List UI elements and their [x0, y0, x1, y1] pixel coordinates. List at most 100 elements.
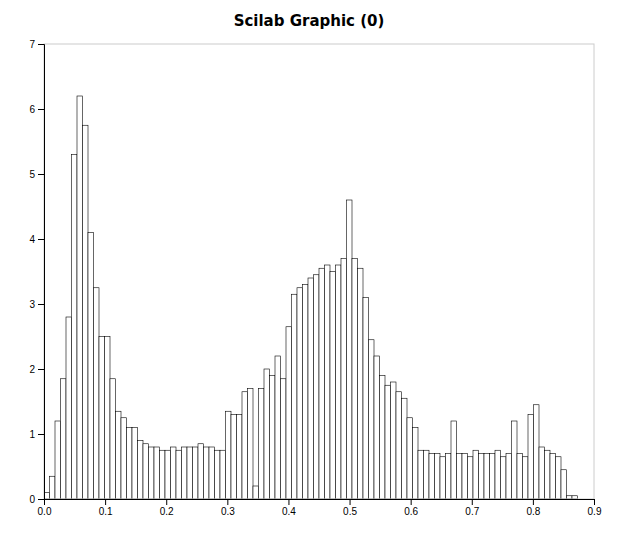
bar — [495, 450, 501, 499]
bar — [176, 450, 182, 499]
bar — [556, 457, 562, 499]
x-tick-label: 0.3 — [221, 506, 235, 517]
bar — [385, 385, 391, 499]
x-tick-mark — [594, 499, 595, 505]
x-axis: 0.00.10.20.30.40.50.60.70.80.9 — [38, 499, 602, 517]
bar — [259, 389, 265, 500]
y-tick-label: 5 — [29, 169, 35, 180]
bar — [105, 337, 111, 500]
bar — [330, 272, 336, 500]
bar — [231, 415, 237, 500]
bar — [341, 259, 347, 500]
bar — [440, 457, 446, 499]
bar — [319, 268, 325, 499]
bar — [99, 337, 105, 500]
bar — [253, 486, 259, 499]
x-tick-mark — [227, 499, 228, 505]
y-tick-mark — [38, 434, 44, 435]
bar — [220, 450, 226, 499]
bar — [297, 288, 303, 499]
y-tick-label: 3 — [29, 299, 35, 310]
bar — [242, 392, 248, 499]
y-axis-line — [38, 45, 45, 500]
x-tick-mark — [472, 499, 473, 505]
x-tick: 0.1 — [99, 499, 113, 517]
bar — [501, 457, 507, 499]
bar — [187, 447, 193, 499]
x-tick-mark — [411, 499, 412, 505]
bar — [50, 476, 56, 499]
bar — [193, 447, 199, 499]
bar — [451, 421, 457, 499]
bar — [237, 415, 243, 500]
bar — [66, 317, 72, 499]
bar — [539, 447, 545, 499]
y-tick: 1 — [29, 429, 44, 440]
x-tick: 0.8 — [526, 499, 540, 517]
bar — [352, 259, 358, 500]
bar — [160, 450, 166, 499]
y-tick-label: 7 — [29, 39, 35, 50]
bar — [358, 268, 364, 499]
bar — [308, 278, 314, 499]
bar — [55, 421, 61, 499]
y-tick: 4 — [29, 234, 44, 245]
bar — [380, 376, 386, 500]
bar — [88, 233, 94, 500]
y-tick-mark — [38, 109, 44, 110]
bar — [292, 294, 298, 499]
chart: 0.00.10.20.30.40.50.60.70.80.901234567Sc… — [0, 0, 618, 535]
x-tick: 0.0 — [38, 499, 52, 517]
bar — [215, 450, 221, 499]
y-tick-mark — [38, 239, 44, 240]
x-tick: 0.3 — [221, 499, 235, 517]
bar — [209, 447, 215, 499]
bar — [391, 382, 397, 499]
bar — [165, 450, 171, 499]
bar — [413, 428, 419, 500]
title: Scilab Graphic (0) — [234, 12, 385, 30]
bar — [512, 421, 518, 499]
bar — [418, 450, 424, 499]
bar — [77, 96, 83, 499]
bar — [270, 376, 276, 500]
bar — [149, 447, 155, 499]
x-tick-mark — [350, 499, 351, 505]
x-tick: 0.2 — [160, 499, 174, 517]
y-tick-label: 6 — [29, 104, 35, 115]
bar — [303, 285, 309, 500]
bar — [132, 428, 138, 500]
x-tick-label: 0.6 — [404, 506, 418, 517]
x-tick: 0.6 — [404, 499, 418, 517]
bar — [473, 450, 479, 499]
bar — [275, 356, 281, 499]
bar — [479, 454, 485, 500]
bar — [407, 418, 413, 499]
y-tick-mark — [38, 304, 44, 305]
bars — [44, 96, 578, 499]
x-tick: 0.9 — [588, 499, 602, 517]
bar — [528, 415, 534, 500]
bar — [138, 441, 144, 500]
bar — [396, 392, 402, 499]
bar — [534, 405, 540, 499]
bar — [484, 454, 490, 500]
x-tick-label: 0.7 — [465, 506, 479, 517]
x-axis-line — [45, 500, 595, 506]
bar — [402, 398, 408, 499]
y-tick-mark — [38, 499, 44, 500]
y-tick-label: 4 — [29, 234, 35, 245]
bar — [281, 379, 287, 499]
bar — [369, 340, 375, 499]
x-tick: 0.7 — [465, 499, 479, 517]
bar — [171, 447, 177, 499]
bar — [457, 454, 463, 500]
bar — [363, 298, 369, 500]
y-tick: 0 — [29, 494, 44, 505]
y-axis: 01234567 — [29, 39, 44, 505]
bar — [561, 470, 567, 499]
bar — [468, 457, 474, 499]
bar — [116, 411, 122, 499]
bar — [61, 379, 67, 499]
x-tick-mark — [288, 499, 289, 505]
